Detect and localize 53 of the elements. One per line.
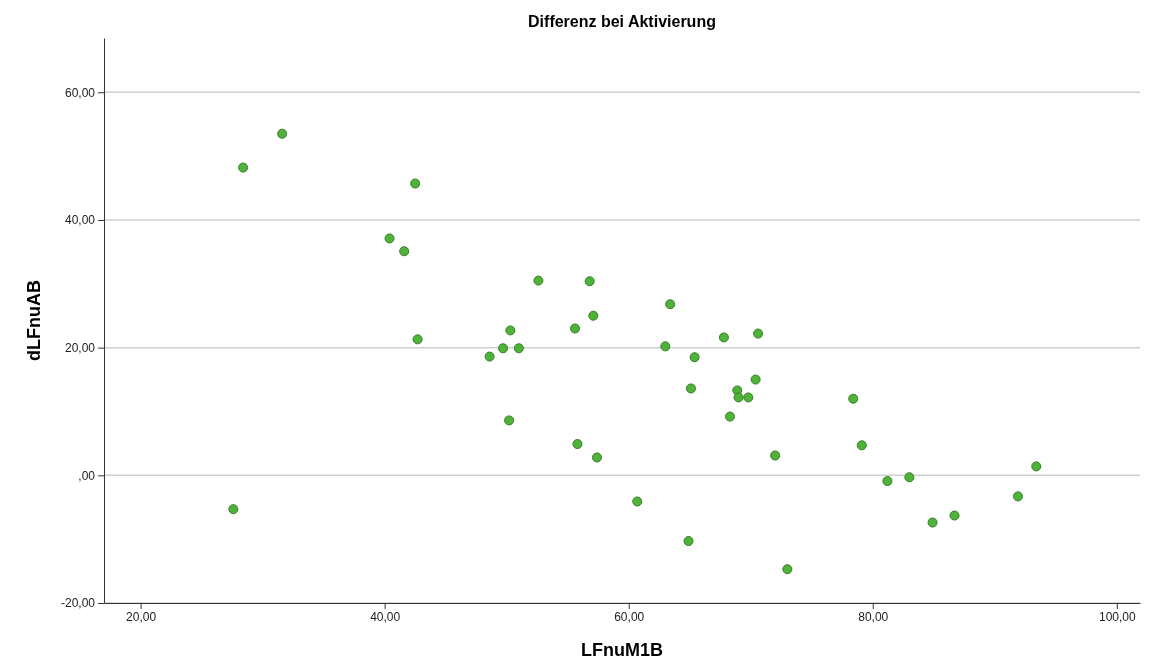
point	[856, 440, 867, 451]
point	[498, 343, 509, 354]
y-tick-label: 40,00	[64, 213, 96, 228]
point	[484, 351, 495, 362]
point	[750, 374, 761, 385]
x-tick-label: 80,00	[858, 609, 889, 624]
point	[591, 452, 602, 463]
y-tick-label: 60,00	[64, 85, 96, 100]
point	[718, 332, 729, 343]
x-tick-label: 100,00	[1098, 609, 1136, 624]
point	[505, 325, 516, 336]
point	[632, 496, 643, 507]
point	[683, 536, 694, 547]
point	[1012, 491, 1023, 502]
point	[412, 334, 423, 345]
point	[238, 162, 249, 173]
point	[882, 476, 893, 487]
point	[513, 343, 524, 354]
point	[733, 392, 744, 403]
point	[228, 504, 239, 515]
point	[410, 178, 421, 189]
point	[1031, 461, 1042, 472]
point	[848, 393, 859, 404]
point	[770, 450, 781, 461]
point	[904, 472, 915, 483]
point	[665, 299, 676, 310]
point	[384, 233, 395, 244]
point	[685, 383, 696, 394]
point	[533, 275, 544, 286]
point	[584, 276, 595, 287]
point	[724, 411, 736, 422]
point	[570, 323, 581, 334]
x-tick-label: 60,00	[614, 609, 645, 624]
x-tick-label: 40,00	[370, 609, 401, 624]
x-tick-label: 20,00	[126, 609, 157, 624]
point	[927, 517, 938, 528]
point	[572, 439, 583, 450]
point	[782, 564, 793, 575]
x-axis-title: LFnuM1B	[581, 640, 663, 660]
point	[753, 328, 764, 339]
y-tick-label: -20,00	[60, 596, 96, 611]
point	[504, 415, 515, 426]
point	[689, 352, 700, 363]
point	[588, 310, 599, 321]
y-tick-label: 20,00	[64, 340, 96, 355]
y-axis-title: dLFnuAB	[24, 280, 44, 361]
chart-title: Differenz bei Aktivierung	[528, 13, 716, 30]
point	[949, 510, 960, 521]
point	[277, 128, 288, 139]
point	[743, 392, 754, 403]
point	[399, 246, 410, 257]
y-tick-label: ,00	[78, 468, 96, 483]
point	[660, 341, 671, 352]
